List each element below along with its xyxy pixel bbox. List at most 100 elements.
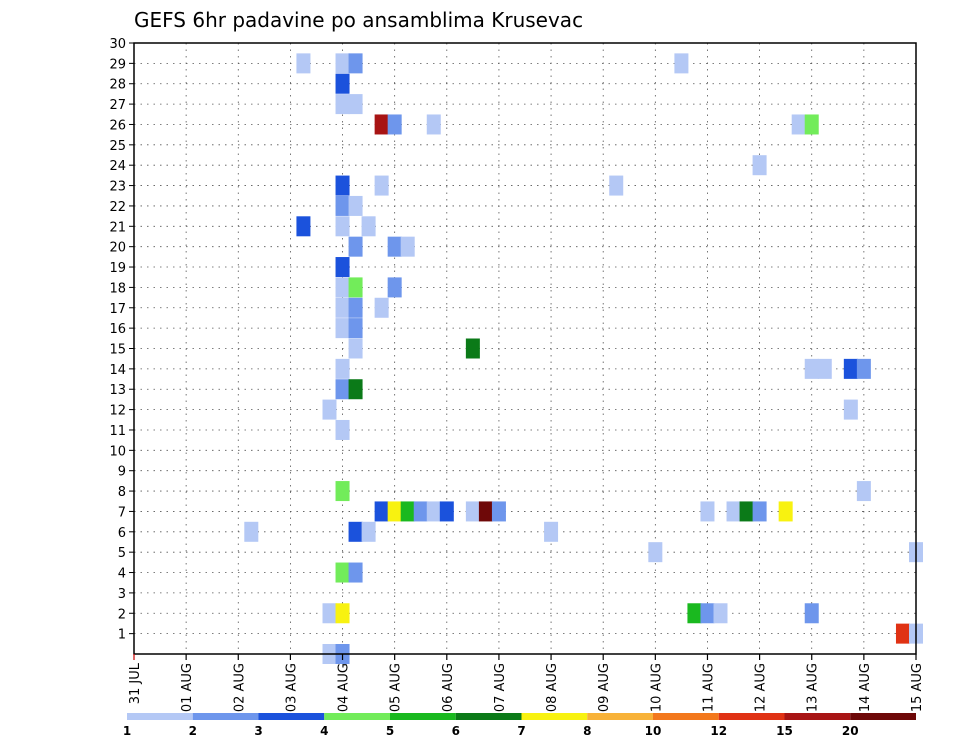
x-tick-label: 13 AUG <box>806 663 821 712</box>
heatmap-cell <box>335 297 350 318</box>
heatmap-cell <box>335 419 350 440</box>
heatmap-cell <box>752 155 767 176</box>
y-tick-label: 9 <box>118 465 126 480</box>
x-tick-label: 02 AUG <box>232 663 247 712</box>
colorbar-swatch <box>258 713 325 720</box>
heatmap-cell <box>335 318 350 339</box>
colorbar-label: 2 <box>189 724 197 738</box>
data-cells <box>244 53 923 664</box>
x-tick-label: 11 AUG <box>701 663 716 712</box>
y-tick-label: 10 <box>109 444 126 459</box>
colorbar-swatch <box>192 713 259 720</box>
heatmap-cell <box>387 114 402 135</box>
y-tick-label: 3 <box>118 587 126 602</box>
y-tick-label: 16 <box>109 322 126 337</box>
heatmap-cell <box>713 603 728 624</box>
colorbar-swatch <box>127 713 193 720</box>
heatmap-cell <box>374 297 389 318</box>
heatmap-cell <box>465 338 480 359</box>
y-tick-label: 30 <box>109 37 126 52</box>
x-tick-label: 01 AUG <box>180 663 195 712</box>
heatmap-cell <box>413 501 428 522</box>
colorbar-swatch <box>521 713 588 720</box>
heatmap-cell <box>348 379 363 400</box>
heatmap-cell <box>335 195 350 216</box>
heatmap-cell <box>335 175 350 196</box>
heatmap-cell <box>348 53 363 74</box>
grid-lines <box>134 43 916 654</box>
x-tick-label: 08 AUG <box>545 663 560 712</box>
colorbar-label: 15 <box>776 724 793 738</box>
x-axis-ticks: 31 JUL 01 AUG 02 AUG 03 AUG 04 AUG 05 AUG 06 A… <box>128 654 925 712</box>
heatmap-cell <box>804 603 819 624</box>
heatmap-cell <box>843 399 858 420</box>
y-tick-label: 20 <box>109 241 126 256</box>
colorbar-label: 10 <box>645 724 662 738</box>
x-tick-label: 09 AUG <box>597 663 612 712</box>
y-tick-label: 28 <box>109 78 126 93</box>
heatmap-cell <box>348 521 363 542</box>
y-tick-label: 25 <box>109 139 126 154</box>
y-tick-label: 12 <box>109 404 126 419</box>
y-tick-label: 18 <box>109 281 126 296</box>
y-tick-label: 1 <box>118 628 126 643</box>
heatmap-cell <box>335 257 350 278</box>
heatmap-cell <box>348 195 363 216</box>
x-tick-label: 07 AUG <box>493 663 508 712</box>
y-tick-label: 17 <box>109 302 126 317</box>
heatmap-cell <box>335 94 350 115</box>
heatmap-cell <box>335 277 350 298</box>
colorbar-swatch <box>718 713 785 720</box>
y-tick-label: 14 <box>109 363 126 378</box>
colorbar-swatch <box>850 713 916 720</box>
heatmap-cell <box>387 501 402 522</box>
colorbar-label: 12 <box>710 724 727 738</box>
heatmap-cell <box>674 53 689 74</box>
heatmap-cell <box>817 358 832 379</box>
heatmap-cell <box>322 399 337 420</box>
heatmap-cell <box>648 542 663 563</box>
chart-title: GEFS 6hr padavine po ansamblima Krusevac <box>134 8 583 32</box>
y-tick-label: 24 <box>109 159 126 174</box>
heatmap-cell <box>726 501 741 522</box>
x-tick-label: 15 AUG <box>910 663 925 712</box>
y-tick-label: 29 <box>109 57 126 72</box>
heatmap-cell <box>296 216 311 237</box>
heatmap-cell <box>348 277 363 298</box>
heatmap-cell <box>400 236 415 257</box>
y-tick-label: 2 <box>118 607 126 622</box>
y-tick-label: 4 <box>118 567 126 582</box>
y-tick-label: 6 <box>118 526 126 541</box>
colorbar-swatch <box>784 713 851 720</box>
colorbar-label: 3 <box>254 724 262 738</box>
x-tick-label: 31 JUL <box>128 662 143 704</box>
y-tick-label: 7 <box>118 505 126 520</box>
y-tick-label: 5 <box>118 546 126 561</box>
x-tick-label: 06 AUG <box>441 663 456 712</box>
x-tick-label: 10 AUG <box>649 663 664 712</box>
y-tick-label: 19 <box>109 261 126 276</box>
heatmap-cell <box>374 114 389 135</box>
y-axis-ticks: 1234567891011121314151617181920212223242… <box>109 37 134 643</box>
x-tick-label: 12 AUG <box>754 663 769 712</box>
heatmap-cell <box>335 379 350 400</box>
heatmap-cell <box>335 481 350 502</box>
colorbar-label: 7 <box>517 724 525 738</box>
heatmap-cell <box>804 114 819 135</box>
colorbar-label: 4 <box>320 724 328 738</box>
heatmap-cell <box>426 114 441 135</box>
y-tick-label: 11 <box>109 424 126 439</box>
colorbar-swatch <box>653 713 719 720</box>
heatmap-cell <box>374 175 389 196</box>
heatmap-cell <box>348 236 363 257</box>
y-tick-label: 23 <box>109 180 126 195</box>
colorbar-label: 20 <box>842 724 859 738</box>
colorbar-swatch <box>455 713 522 720</box>
heatmap-cell <box>700 501 715 522</box>
heatmap-cell <box>244 521 259 542</box>
y-tick-label: 27 <box>109 98 126 113</box>
heatmap-cell <box>322 603 337 624</box>
colorbar-label: 5 <box>386 724 394 738</box>
heatmap-cell <box>843 358 858 379</box>
